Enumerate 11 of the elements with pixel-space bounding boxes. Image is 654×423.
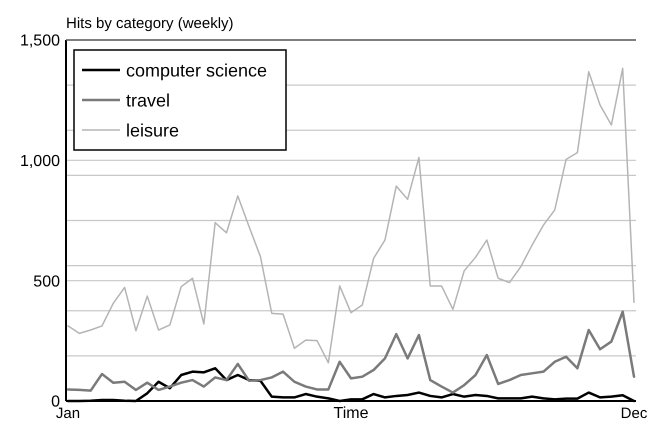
- x-tick-label: Dec: [620, 405, 648, 422]
- legend-label: travel: [126, 90, 170, 110]
- y-tick-label: 1,500: [20, 32, 60, 50]
- y-tick-label: 1,000: [20, 152, 60, 170]
- legend-label: leisure: [126, 120, 180, 140]
- x-axis-title: Time: [334, 405, 369, 422]
- legend-label: computer science: [126, 60, 268, 80]
- y-tick-label: 0: [51, 394, 60, 411]
- chart-title: Hits by category (weekly): [66, 15, 234, 32]
- y-tick-label: 500: [33, 273, 60, 290]
- line-series: [66, 310, 636, 394]
